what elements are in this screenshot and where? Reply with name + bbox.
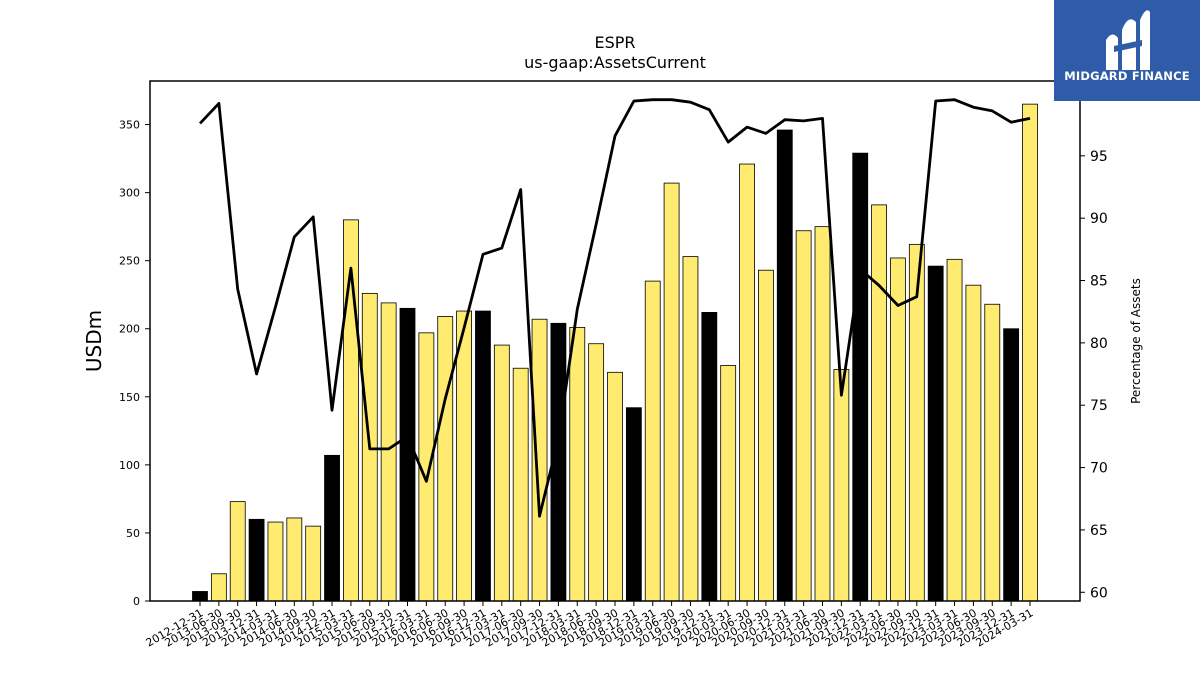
y-tick-label: 0 — [133, 595, 140, 608]
bar — [569, 326, 586, 602]
y-tick-label: 200 — [119, 323, 140, 336]
bar — [607, 371, 623, 602]
y-tick-label: 300 — [119, 187, 140, 200]
chart-subtitle: us-gaap:AssetsCurrent — [524, 53, 706, 72]
bar — [890, 257, 906, 602]
y2-axis-label: Percentage of Assets — [1129, 278, 1143, 404]
bar — [946, 258, 963, 602]
bar — [286, 517, 303, 602]
bar — [475, 310, 491, 602]
bar — [720, 365, 737, 602]
y2-tick-label: 95 — [1090, 149, 1108, 165]
y-tick-label: 150 — [119, 391, 140, 404]
bar — [588, 343, 605, 602]
y-tick-label: 100 — [119, 459, 140, 472]
bar — [682, 256, 699, 602]
y2-tick-label: 90 — [1090, 211, 1108, 227]
y2-tick-label: 60 — [1090, 585, 1108, 601]
y2-tick-label: 80 — [1090, 336, 1108, 352]
bar — [1022, 103, 1038, 602]
midgard-logo-icon — [1106, 10, 1150, 70]
bar — [701, 312, 718, 602]
bar — [324, 454, 340, 602]
y-tick-label: 350 — [119, 119, 140, 132]
bar — [210, 573, 227, 602]
bar — [739, 163, 755, 602]
bar — [437, 316, 454, 602]
bar — [229, 501, 246, 602]
y-axis-label: USDm — [82, 310, 106, 372]
y2-tick-label: 65 — [1090, 523, 1108, 539]
bar — [493, 344, 510, 602]
brand-logo: MIDGARD FINANCE — [1054, 0, 1200, 101]
y2-tick-label: 85 — [1090, 274, 1108, 290]
bar — [531, 318, 548, 602]
bar — [456, 310, 472, 602]
bar — [267, 521, 284, 602]
bar — [305, 525, 322, 602]
bar — [758, 269, 774, 602]
bar — [795, 230, 812, 602]
y2-tick-label: 70 — [1090, 461, 1108, 477]
bar — [663, 182, 680, 602]
brand-name: MIDGARD FINANCE — [1064, 69, 1190, 83]
y-tick-label: 50 — [126, 527, 140, 540]
chart-title: ESPR — [594, 33, 636, 52]
bar — [814, 226, 831, 602]
bar — [625, 407, 642, 602]
bar — [852, 152, 869, 602]
bar — [644, 280, 661, 602]
bar — [984, 303, 1001, 602]
bar — [776, 129, 793, 602]
bar — [871, 204, 887, 602]
bar — [833, 369, 850, 602]
y2-tick-label: 75 — [1090, 398, 1108, 414]
bar — [192, 591, 208, 602]
y-tick-label: 250 — [119, 255, 140, 268]
bar — [1003, 328, 1020, 602]
percentage-line — [198, 98, 1031, 518]
bar — [927, 265, 944, 602]
bar — [965, 284, 982, 602]
bar — [380, 302, 397, 602]
bar — [399, 307, 416, 602]
bar — [512, 367, 529, 602]
bar — [248, 518, 265, 602]
